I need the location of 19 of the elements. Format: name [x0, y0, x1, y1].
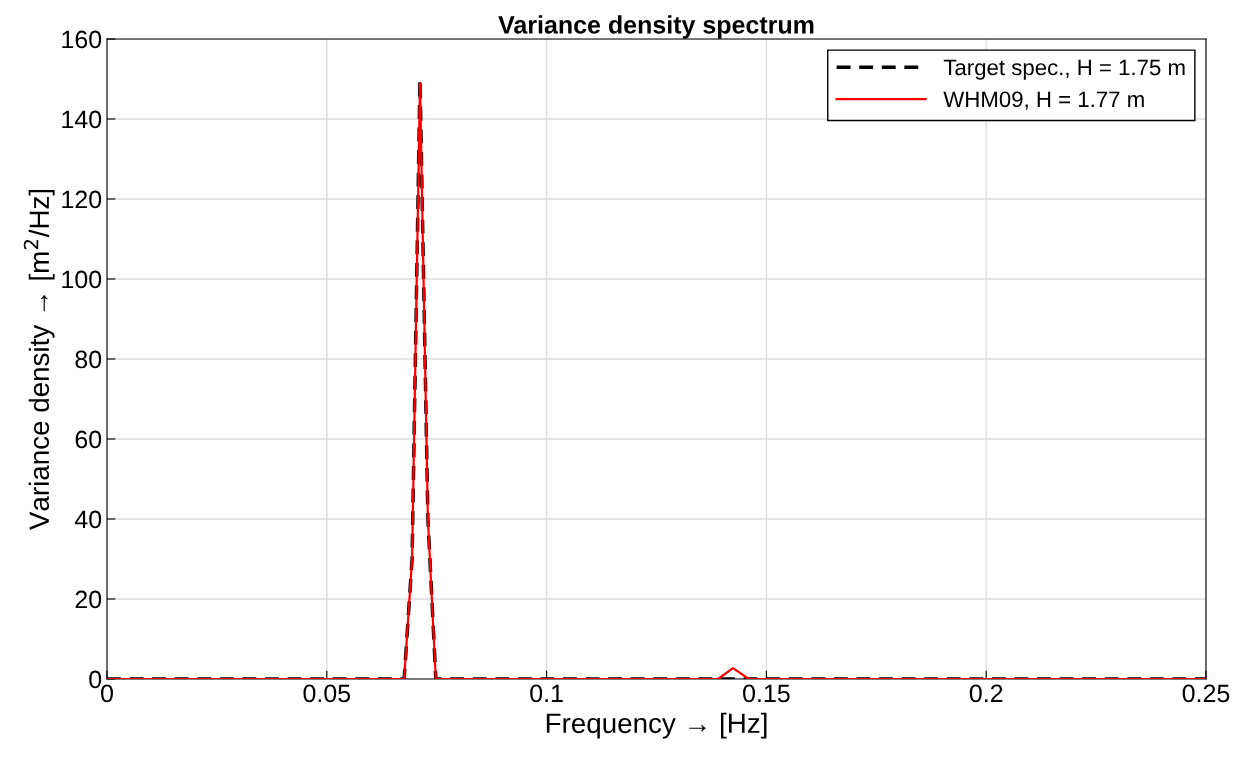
x-tick-label: 0.1 — [530, 684, 563, 703]
y-tick-label: 140 — [62, 110, 102, 129]
chart-title: Variance density spectrum — [498, 15, 814, 39]
legend-label: WHM09, H = 1.77 m — [943, 91, 1144, 110]
y-tick-label: 0 — [89, 670, 102, 689]
y-tick-label: 100 — [62, 270, 102, 289]
y-tick-label: 60 — [75, 430, 102, 449]
x-tick-label: 0.05 — [303, 684, 351, 703]
x-tick-label: 0.25 — [1182, 684, 1230, 703]
y-tick-label: 120 — [62, 190, 102, 209]
y-tick-label: 40 — [74, 510, 102, 529]
y-axis-title: Variance density → [m$^{2}$/Hz] — [23, 189, 55, 530]
x-tick-label: 0.15 — [743, 684, 790, 703]
legend-label: Target spec., H = 1.75 m — [943, 59, 1185, 80]
y-tick-label: 20 — [75, 590, 102, 609]
y-tick-label: 160 — [62, 30, 102, 49]
x-tick-label: 0.2 — [969, 684, 1003, 703]
x-axis-title: Frequency → [Hz] — [546, 712, 767, 739]
y-tick-label: 80 — [75, 350, 102, 369]
